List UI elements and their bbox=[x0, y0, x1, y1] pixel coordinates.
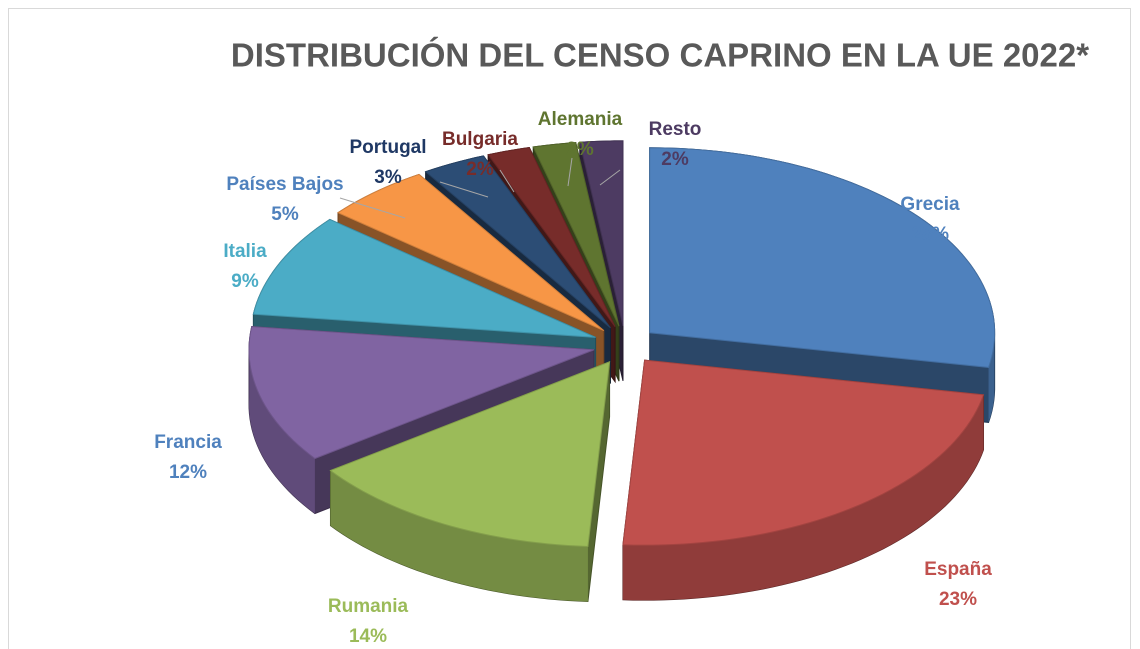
slice bbox=[649, 147, 996, 368]
value-label: 14% bbox=[349, 626, 387, 647]
value-label: 5% bbox=[271, 204, 299, 225]
leader-line bbox=[339, 197, 406, 219]
leader-line bbox=[599, 169, 621, 186]
value-label: 2% bbox=[466, 159, 494, 180]
slice bbox=[424, 155, 611, 329]
value-label: 12% bbox=[169, 462, 207, 483]
category-label: Rumania bbox=[328, 596, 409, 617]
slice bbox=[336, 173, 605, 332]
slice bbox=[622, 359, 985, 546]
labels: Grecia 28% España 23% Rumania 14% Francia 12% It… bbox=[154, 109, 992, 647]
slice bbox=[532, 142, 620, 327]
value-label: 9% bbox=[231, 271, 259, 292]
category-label: Alemania bbox=[538, 109, 623, 130]
slice bbox=[252, 218, 596, 338]
category-label: Países Bajos bbox=[226, 174, 343, 195]
category-label: Italia bbox=[223, 241, 267, 262]
category-label: Grecia bbox=[900, 194, 960, 215]
category-label: Portugal bbox=[349, 137, 426, 158]
slice bbox=[248, 326, 595, 460]
category-label: España bbox=[924, 559, 992, 580]
slice-rim bbox=[622, 394, 984, 601]
value-label: 2% bbox=[661, 149, 689, 170]
leader-line bbox=[439, 181, 489, 198]
value-label: 28% bbox=[911, 224, 949, 245]
category-label: Bulgaria bbox=[442, 129, 518, 150]
slice bbox=[329, 361, 611, 547]
value-label: 23% bbox=[939, 589, 977, 610]
slice-rim bbox=[988, 340, 995, 423]
category-label: Francia bbox=[154, 432, 222, 453]
leader-line bbox=[567, 157, 573, 187]
leader-line bbox=[499, 169, 515, 193]
pie bbox=[248, 140, 996, 602]
chart-title: DISTRIBUCIÓN DEL CENSO CAPRINO EN LA UE … bbox=[231, 37, 1089, 74]
slice bbox=[487, 147, 616, 328]
slice-rim bbox=[330, 470, 588, 602]
slice-rim bbox=[249, 342, 315, 514]
value-label: 2% bbox=[566, 139, 594, 160]
category-label: Resto bbox=[649, 119, 702, 140]
slice bbox=[579, 140, 624, 326]
value-label: 3% bbox=[374, 167, 402, 188]
